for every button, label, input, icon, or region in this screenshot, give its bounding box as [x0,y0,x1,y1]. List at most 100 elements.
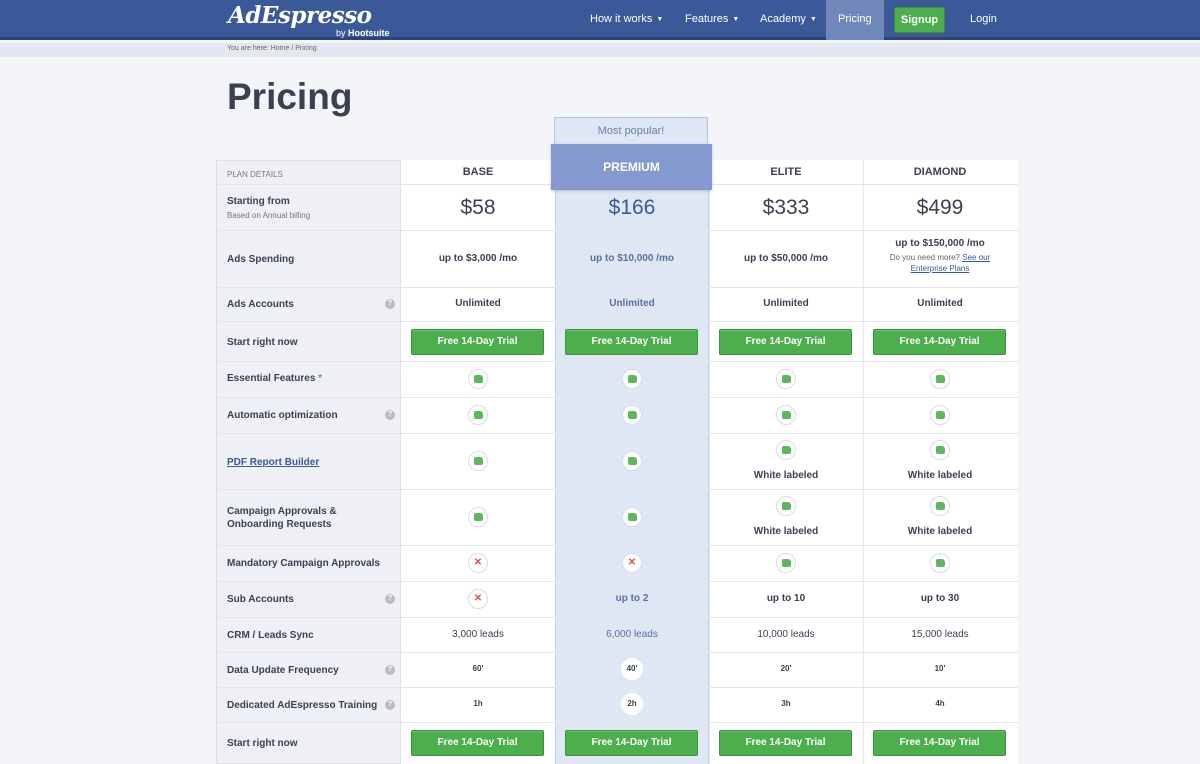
login-link[interactable]: Login [970,13,997,25]
nav-academy-label: Academy [760,13,806,25]
logo-by: by [336,28,346,38]
training-premium: 2h [621,693,643,715]
page-title: Pricing [227,76,353,117]
plan-name-base: BASE [462,166,494,178]
campaign-approvals-line2: Onboarding Requests [227,519,332,530]
white-labeled-text: White labeled [753,526,819,537]
col-divider [863,160,864,764]
logo-wordmark: AdEspresso [228,2,372,29]
row-label-campaign-approvals: Campaign Approvals & Onboarding Requests [227,505,337,531]
training-base: 1h [473,699,483,708]
thumbs-up-icon [776,369,796,389]
help-icon[interactable]: ? [385,665,395,675]
row-label-update-frequency: Data Update Frequency [227,665,339,676]
row-divider [216,687,1018,688]
row-divider [216,489,1018,490]
row-divider [216,722,1018,723]
thumbs-up-icon [622,405,642,425]
training-elite: 3h [781,699,791,708]
thumbs-up-icon [776,496,796,516]
help-icon[interactable]: ? [385,594,395,604]
row-label-essential-features: Essential Features * [227,372,322,385]
sub-accounts-diamond: up to 30 [920,593,960,604]
cross-icon: ✕ [622,553,642,573]
crm-base: 3,000 leads [452,629,504,640]
chevron-down-icon: ▼ [732,16,740,23]
logo-brand: Hootsuite [348,28,390,38]
thumbs-up-icon [930,405,950,425]
sub-accounts-elite: up to 10 [766,593,806,604]
logo-byline: by Hootsuite [336,28,390,38]
row-divider [216,545,1018,546]
thumbs-up-icon [776,440,796,460]
help-icon[interactable]: ? [385,700,395,710]
free-trial-button-premium[interactable]: Free 14-Day Trial [565,329,698,355]
thumbs-up-icon [930,553,950,573]
spending-elite: up to $50,000 /mo [744,253,828,264]
thumbs-up-icon [930,440,950,460]
free-trial-button-base[interactable]: Free 14-Day Trial [411,730,544,756]
pdf-report-builder-link[interactable]: PDF Report Builder [227,457,320,468]
nav-features[interactable]: Features ▼ [685,0,739,40]
enterprise-link-2[interactable]: Enterprise Plans [910,264,970,273]
enterprise-link[interactable]: See our [962,253,991,262]
top-navbar: AdEspresso by Hootsuite How it works ▼ Fe… [0,0,1200,40]
row-divider [216,433,1018,434]
help-icon[interactable]: ? [385,410,395,420]
price-elite: $333 [762,196,810,219]
free-trial-button-diamond[interactable]: Free 14-Day Trial [873,329,1006,355]
price-premium: $166 [608,196,656,219]
accounts-base: Unlimited [455,298,501,309]
row-label-crm-sync: CRM / Leads Sync [227,630,314,641]
plan-name-premium: PREMIUM [551,144,712,190]
row-label-ads-spending: Ads Spending [227,254,295,265]
spending-diamond-value: up to $150,000 /mo [895,238,985,249]
white-labeled-text: White labeled [907,526,973,537]
row-label-mandatory-approvals: Mandatory Campaign Approvals [227,558,380,569]
row-divider [216,361,1018,362]
nav-pricing[interactable]: Pricing [826,0,884,40]
free-trial-button-diamond[interactable]: Free 14-Day Trial [873,730,1006,756]
row-divider [216,287,1018,288]
crm-diamond: 15,000 leads [911,629,969,640]
row-divider [216,581,1018,582]
training-diamond: 4h [935,699,945,708]
adespresso-logo[interactable]: AdEspresso by Hootsuite [228,2,390,39]
freq-premium: 40' [621,658,643,680]
enterprise-note: Do you need more? See our Enterprise Plan… [863,252,1017,274]
nav-academy[interactable]: Academy ▼ [760,0,817,40]
spending-base: up to $3,000 /mo [438,253,518,264]
accounts-elite: Unlimited [763,298,809,309]
free-trial-button-elite[interactable]: Free 14-Day Trial [719,730,852,756]
accounts-premium: Unlimited [609,298,655,309]
row-label-start-now-bottom: Start right now [227,738,298,749]
signup-button[interactable]: Signup [894,7,945,33]
more-note: Do you need more? [889,253,960,262]
thumbs-up-icon [776,405,796,425]
row-label-sub-accounts: Sub Accounts [227,594,294,605]
essential-features-label: Essential Features [227,373,316,384]
thumbs-up-icon [622,369,642,389]
row-label-automatic-optimization: Automatic optimization [227,410,338,421]
spending-premium: up to $10,000 /mo [590,253,674,264]
free-trial-button-elite[interactable]: Free 14-Day Trial [719,329,852,355]
white-labeled-text: White labeled [907,470,973,481]
crm-premium: 6,000 leads [606,629,658,640]
row-label-training: Dedicated AdEspresso Training [227,700,378,711]
label-column [216,160,401,764]
plan-name-diamond: DIAMOND [913,166,967,178]
free-trial-button-base[interactable]: Free 14-Day Trial [411,329,544,355]
white-labeled-text: White labeled [753,470,819,481]
sub-accounts-premium: up to 2 [615,593,649,604]
crm-elite: 10,000 leads [757,629,815,640]
free-trial-button-premium[interactable]: Free 14-Day Trial [565,730,698,756]
nav-how-it-works[interactable]: How it works ▼ [590,0,663,40]
spending-diamond: up to $150,000 /mo Do you need more? See… [863,238,1017,274]
breadcrumb: You are here: Home / Pricing [227,45,317,52]
freq-base: 60' [472,664,484,673]
help-icon[interactable]: ? [385,299,395,309]
asterisk-mark: * [318,373,323,384]
row-divider [216,321,1018,322]
thumbs-up-icon [468,405,488,425]
chevron-down-icon: ▼ [656,16,664,23]
